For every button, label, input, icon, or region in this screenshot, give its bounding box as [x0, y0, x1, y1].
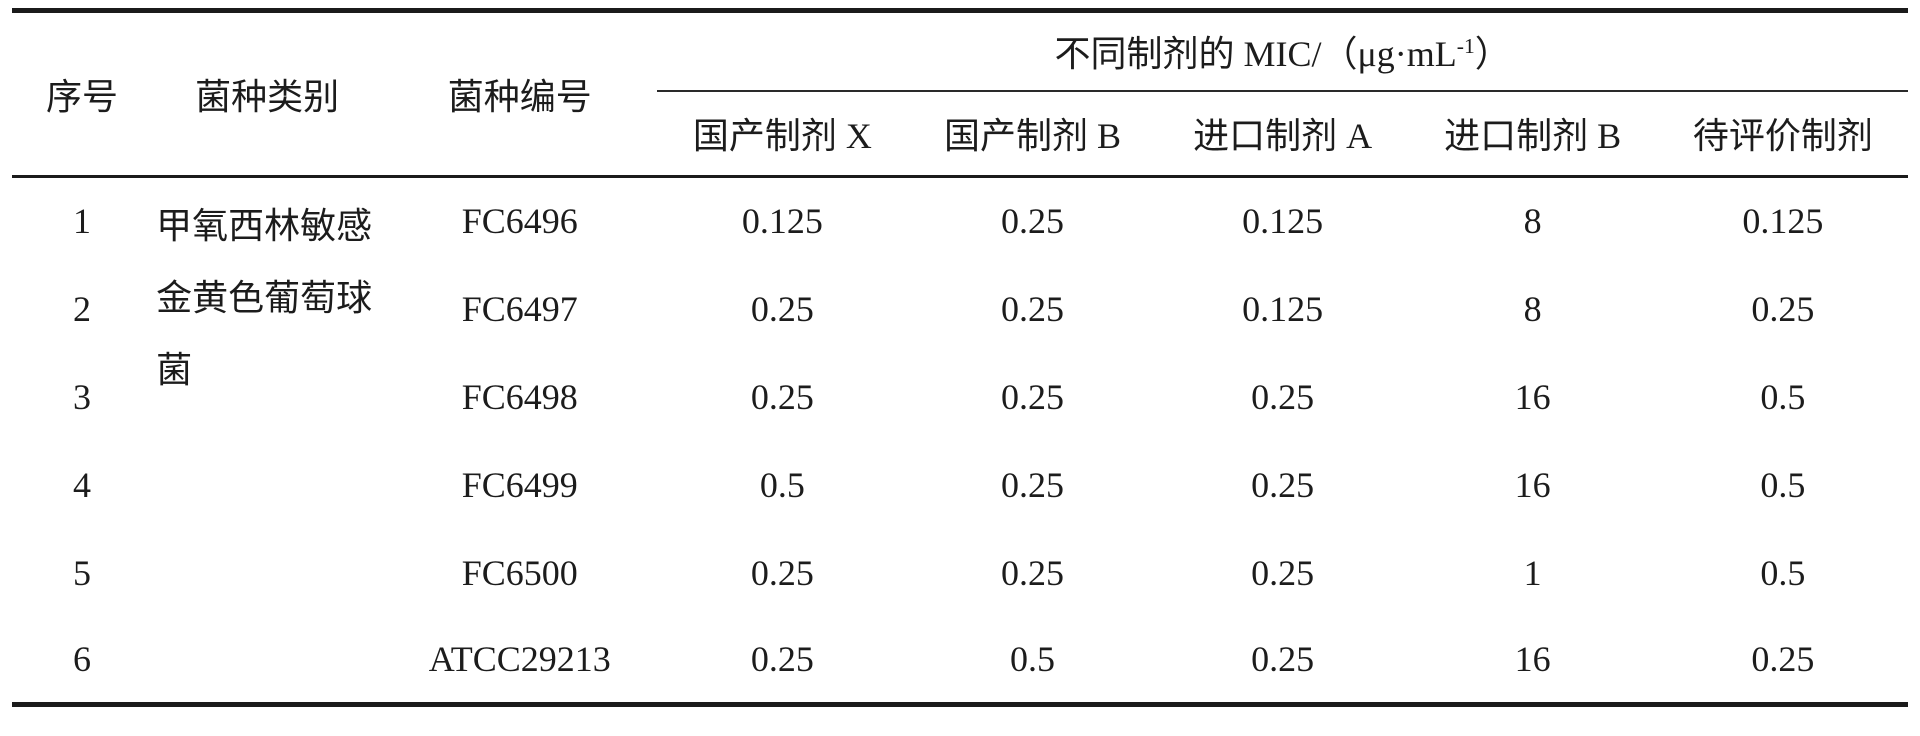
mic-value-cell: 0.5 [1760, 376, 1806, 417]
mic-value-cell: 0.125 [1242, 201, 1324, 242]
species-cell: 甲氧西林敏感金黄色葡萄球菌 [156, 206, 373, 390]
mic-value-cell: 0.25 [750, 552, 814, 593]
mic-value-cell: 0.25 [750, 639, 814, 680]
mic-value-cell: 16 [1514, 376, 1551, 417]
mic-value-cell: 16 [1514, 464, 1551, 505]
col-header-no: 序号 [12, 10, 153, 178]
prep-header-import-b: 进口制剂 B [1407, 90, 1658, 178]
mic-value-cell: 0.25 [1000, 464, 1064, 505]
prep-header-domestic-x: 国产制剂 X [657, 90, 908, 178]
mic-value-cell: 1 [1523, 552, 1542, 593]
row-number-cell: 4 [73, 464, 92, 505]
table-row: 6 ATCC29213 0.25 0.5 0.25 16 0.25 [12, 617, 1908, 705]
row-number-cell: 2 [73, 288, 92, 329]
mic-value-cell: 16 [1514, 639, 1551, 680]
table-body: 1 甲氧西林敏感金黄色葡萄球菌 FC6496 0.125 0.25 0.125 … [12, 177, 1908, 705]
mic-value-cell: 0.25 [1251, 639, 1315, 680]
header-sub-row: 国产制剂 X 国产制剂 B 进口制剂 A 进口制剂 B 待评价制剂 [12, 90, 1908, 178]
row-number-cell: 5 [73, 552, 92, 593]
prep-header-evaluated: 待评价制剂 [1657, 90, 1908, 178]
table-row: 1 甲氧西林敏感金黄色葡萄球菌 FC6496 0.125 0.25 0.125 … [12, 177, 1908, 390]
mic-value-cell: 0.5 [1760, 552, 1806, 593]
strain-cell: FC6499 [461, 464, 578, 505]
table-row: 3 FC6498 0.25 0.25 0.25 16 0.5 [12, 353, 1908, 441]
strain-cell: ATCC29213 [428, 639, 611, 680]
mic-value-cell: 0.25 [1000, 376, 1064, 417]
mic-value-cell: 0.25 [1751, 639, 1815, 680]
mic-value-cell: 0.5 [759, 464, 805, 505]
mic-value-cell: 8 [1523, 201, 1542, 242]
mic-value-cell: 0.25 [750, 288, 814, 329]
col-header-strain-id: 菌种编号 [382, 10, 658, 178]
mic-value-cell: 0.25 [1000, 201, 1064, 242]
mic-value-cell: 0.25 [1251, 552, 1315, 593]
row-number-cell: 6 [73, 639, 92, 680]
strain-cell: FC6496 [461, 201, 578, 242]
mic-value-cell: 0.25 [1000, 288, 1064, 329]
mic-value-cell: 0.5 [1009, 639, 1055, 680]
table-row: 4 FC6499 0.5 0.25 0.25 16 0.5 [12, 441, 1908, 529]
mic-value-cell: 0.125 [1742, 201, 1824, 242]
mic-group-label-suffix: ） [1474, 34, 1511, 75]
mic-unit-superscript: -1 [1456, 34, 1475, 59]
prep-header-import-a: 进口制剂 A [1157, 90, 1408, 178]
table-header: 序号 菌种类别 菌种编号 不同制剂的 MIC/（μg·mL-1） 国产制剂 X … [12, 10, 1908, 178]
mic-value-cell: 0.125 [1242, 288, 1324, 329]
document-page: 序号 菌种类别 菌种编号 不同制剂的 MIC/（μg·mL-1） 国产制剂 X … [12, 8, 1908, 707]
table-row: 2 FC6497 0.25 0.25 0.125 8 0.25 [12, 265, 1908, 353]
mic-group-header: 不同制剂的 MIC/（μg·mL-1） [657, 10, 1908, 92]
mic-value-cell: 0.25 [1251, 376, 1315, 417]
row-number-cell: 1 [73, 201, 92, 242]
row-number-cell: 3 [73, 376, 92, 417]
mic-value-cell: 0.5 [1760, 464, 1806, 505]
header-group-row: 序号 菌种类别 菌种编号 不同制剂的 MIC/（μg·mL-1） [12, 10, 1908, 178]
strain-cell: FC6497 [461, 288, 578, 329]
mic-value-cell: 0.25 [1251, 464, 1315, 505]
strain-cell: FC6500 [461, 552, 578, 593]
table-row: 5 FC6500 0.25 0.25 0.25 1 0.5 [12, 529, 1908, 617]
col-header-species: 菌种类别 [152, 10, 383, 178]
mic-value-cell: 0.25 [1000, 552, 1064, 593]
mic-table: 序号 菌种类别 菌种编号 不同制剂的 MIC/（μg·mL-1） 国产制剂 X … [12, 8, 1908, 707]
mic-group-label: 不同制剂的 MIC/（μg·mL [1054, 34, 1457, 75]
mic-value-cell: 8 [1523, 288, 1542, 329]
prep-header-domestic-b: 国产制剂 B [907, 90, 1158, 178]
mic-value-cell: 0.25 [1751, 288, 1815, 329]
mic-value-cell: 0.125 [741, 201, 823, 242]
strain-cell: FC6498 [461, 376, 578, 417]
mic-value-cell: 0.25 [750, 376, 814, 417]
